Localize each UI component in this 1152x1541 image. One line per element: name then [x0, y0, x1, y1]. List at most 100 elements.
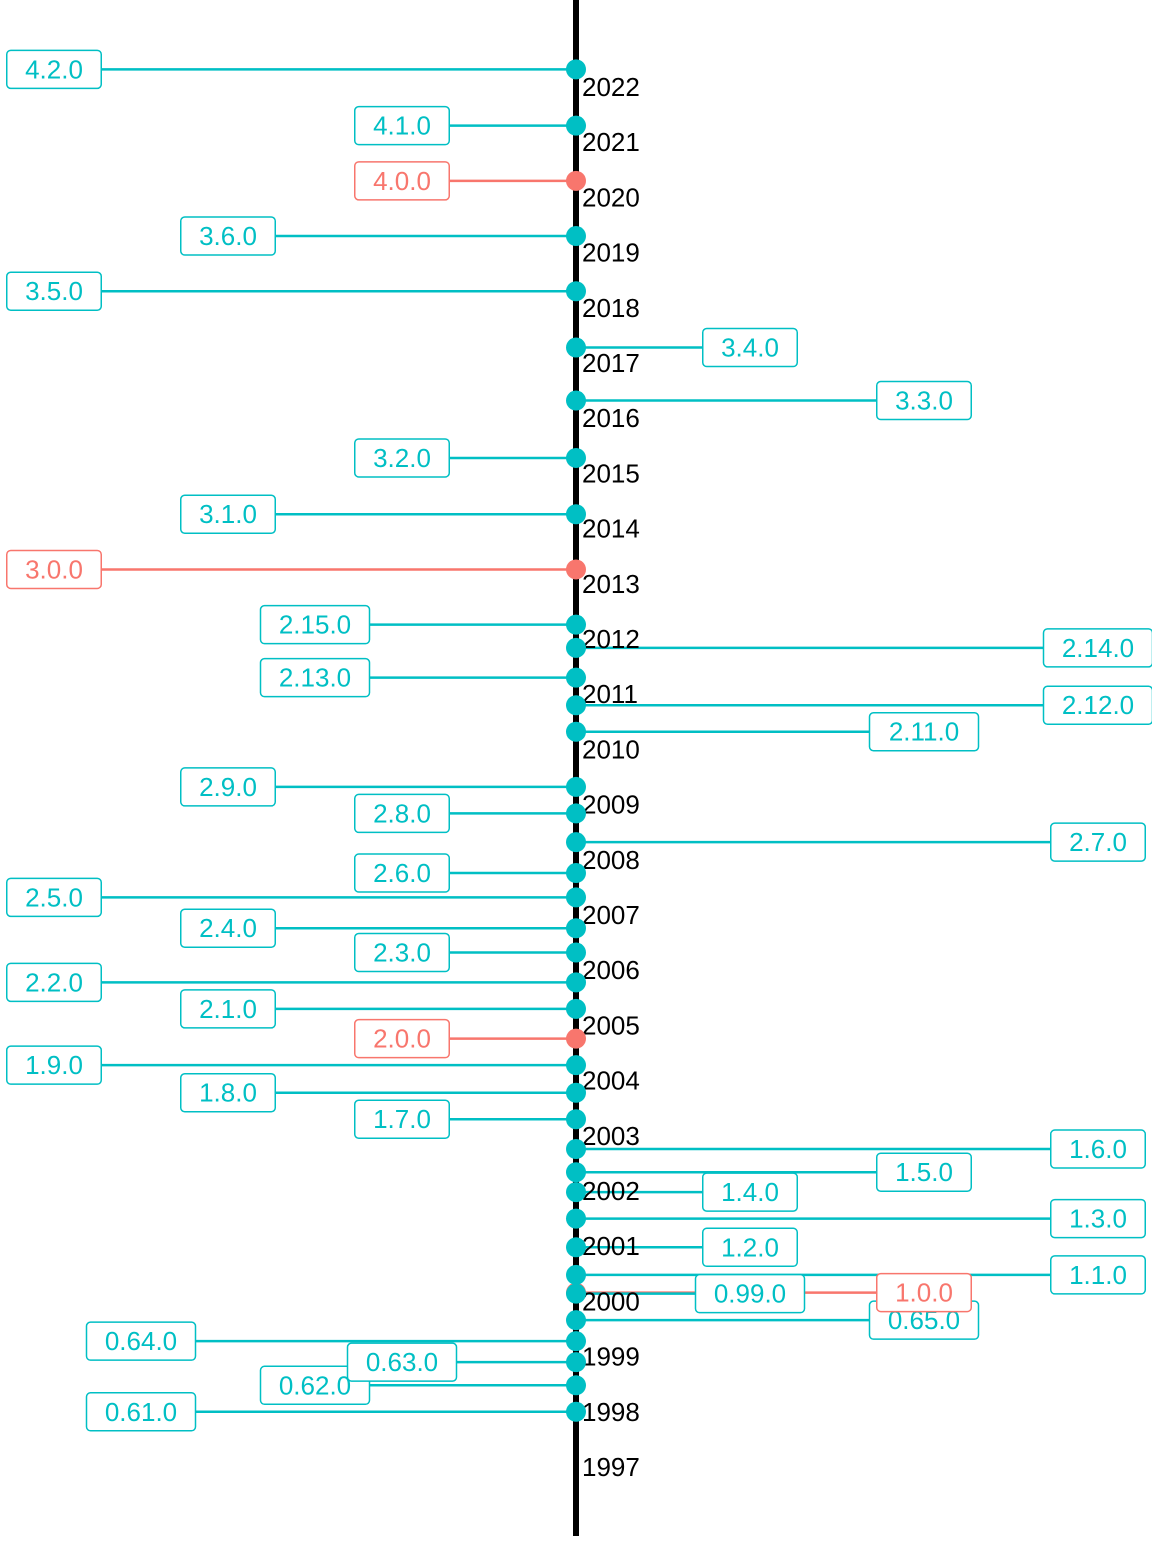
release-label-text: 1.7.0: [373, 1104, 431, 1134]
release-label: 0.63.0: [348, 1343, 457, 1381]
release-label: 2.14.0: [1044, 629, 1152, 667]
release-label: 1.8.0: [181, 1074, 276, 1112]
release-point: [566, 638, 586, 658]
release-label: 3.1.0: [181, 495, 276, 533]
release-label-text: 1.6.0: [1069, 1134, 1127, 1164]
release-label-text: 3.3.0: [895, 386, 953, 416]
release-point: [566, 668, 586, 688]
release-label-text: 1.8.0: [199, 1078, 257, 1108]
release-label-text: 0.61.0: [105, 1397, 177, 1427]
release-point: [566, 281, 586, 301]
year-label: 2006: [582, 955, 640, 985]
release-point: [566, 1182, 586, 1202]
release-point: [566, 1029, 586, 1049]
release-point: [566, 1402, 586, 1422]
year-label: 2000: [582, 1286, 640, 1316]
release-point: [566, 1352, 586, 1372]
release-label: 3.2.0: [355, 439, 450, 477]
release-label-text: 2.1.0: [199, 994, 257, 1024]
release-label: 1.0.0: [877, 1274, 972, 1312]
release-label: 2.12.0: [1044, 686, 1152, 724]
year-label: 1999: [582, 1342, 640, 1372]
release-label: 4.0.0: [355, 162, 450, 200]
release-label-text: 3.5.0: [25, 276, 83, 306]
release-point: [566, 972, 586, 992]
release-point: [566, 171, 586, 191]
year-label: 2002: [582, 1176, 640, 1206]
year-label: 2012: [582, 624, 640, 654]
release-point: [566, 832, 586, 852]
release-label-text: 2.7.0: [1069, 827, 1127, 857]
release-point: [566, 391, 586, 411]
release-point: [566, 999, 586, 1019]
release-label: 2.5.0: [7, 878, 102, 916]
year-label: 2003: [582, 1121, 640, 1151]
release-label-text: 1.0.0: [895, 1278, 953, 1308]
year-label: 2018: [582, 293, 640, 323]
release-label-text: 1.3.0: [1069, 1204, 1127, 1234]
release-label: 1.2.0: [703, 1228, 798, 1266]
release-label-text: 3.4.0: [721, 333, 779, 363]
year-label: 2009: [582, 790, 640, 820]
release-label-text: 1.2.0: [721, 1232, 779, 1262]
year-label: 2010: [582, 734, 640, 764]
release-label: 2.3.0: [355, 934, 450, 972]
release-label-text: 4.1.0: [373, 111, 431, 141]
release-label: 1.7.0: [355, 1100, 450, 1138]
release-point: [566, 59, 586, 79]
release-label: 2.0.0: [355, 1020, 450, 1058]
release-point: [566, 1331, 586, 1351]
release-label: 2.9.0: [181, 768, 276, 806]
release-label-text: 1.9.0: [25, 1050, 83, 1080]
release-label-text: 2.11.0: [889, 717, 959, 747]
release-point: [566, 777, 586, 797]
release-label: 0.99.0: [696, 1275, 805, 1313]
release-label: 2.11.0: [870, 713, 979, 751]
release-label-text: 2.3.0: [373, 938, 431, 968]
release-label-text: 3.6.0: [199, 221, 257, 251]
release-label-text: 2.13.0: [279, 663, 351, 693]
release-label-text: 2.5.0: [25, 882, 83, 912]
release-point: [566, 116, 586, 136]
release-label-text: 4.2.0: [25, 54, 83, 84]
release-label: 4.1.0: [355, 107, 450, 145]
year-label: 2005: [582, 1010, 640, 1040]
release-label-text: 1.4.0: [721, 1177, 779, 1207]
release-label-text: 0.99.0: [714, 1279, 786, 1309]
release-point: [566, 1139, 586, 1159]
release-point: [566, 1162, 586, 1182]
year-label: 1997: [582, 1452, 640, 1482]
release-point: [566, 1237, 586, 1257]
release-label-text: 0.62.0: [279, 1370, 351, 1400]
year-label: 2013: [582, 569, 640, 599]
year-label: 2021: [582, 127, 640, 157]
release-label: 1.6.0: [1051, 1130, 1146, 1168]
release-label: 2.1.0: [181, 990, 276, 1028]
release-label-text: 3.2.0: [373, 443, 431, 473]
release-label: 2.2.0: [7, 963, 102, 1001]
year-label: 2014: [582, 514, 640, 544]
release-point: [566, 887, 586, 907]
release-label: 0.61.0: [87, 1393, 196, 1431]
year-label: 2017: [582, 348, 640, 378]
release-label-text: 1.5.0: [895, 1157, 953, 1187]
release-point: [566, 615, 586, 635]
release-label-text: 4.0.0: [373, 166, 431, 196]
release-label: 1.9.0: [7, 1046, 102, 1084]
release-label: 3.5.0: [7, 272, 102, 310]
year-label: 2020: [582, 182, 640, 212]
year-label: 2004: [582, 1066, 640, 1096]
year-label: 2016: [582, 403, 640, 433]
release-label: 3.6.0: [181, 217, 276, 255]
release-point: [566, 559, 586, 579]
release-point: [566, 1310, 586, 1330]
release-point: [566, 803, 586, 823]
release-label: 2.8.0: [355, 794, 450, 832]
release-label: 2.15.0: [261, 606, 370, 644]
release-label-text: 2.0.0: [373, 1024, 431, 1054]
release-point: [566, 1265, 586, 1285]
release-label-text: 1.1.0: [1069, 1260, 1127, 1290]
release-label: 4.2.0: [7, 50, 102, 88]
year-label: 2019: [582, 238, 640, 268]
